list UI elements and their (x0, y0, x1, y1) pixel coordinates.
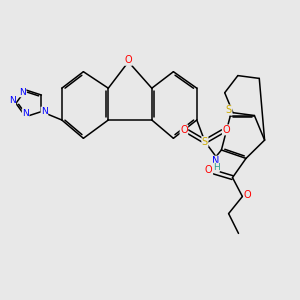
Text: O: O (205, 165, 213, 175)
Text: N: N (212, 156, 220, 166)
Text: O: O (180, 125, 188, 135)
Text: O: O (244, 190, 252, 200)
Text: N: N (19, 88, 26, 97)
Text: O: O (124, 55, 132, 65)
Text: S: S (202, 136, 208, 147)
Text: N: N (41, 107, 48, 116)
Text: O: O (222, 125, 230, 135)
Text: S: S (226, 105, 232, 115)
Text: N: N (22, 109, 29, 118)
Text: N: N (9, 96, 16, 105)
Text: H: H (213, 163, 219, 172)
